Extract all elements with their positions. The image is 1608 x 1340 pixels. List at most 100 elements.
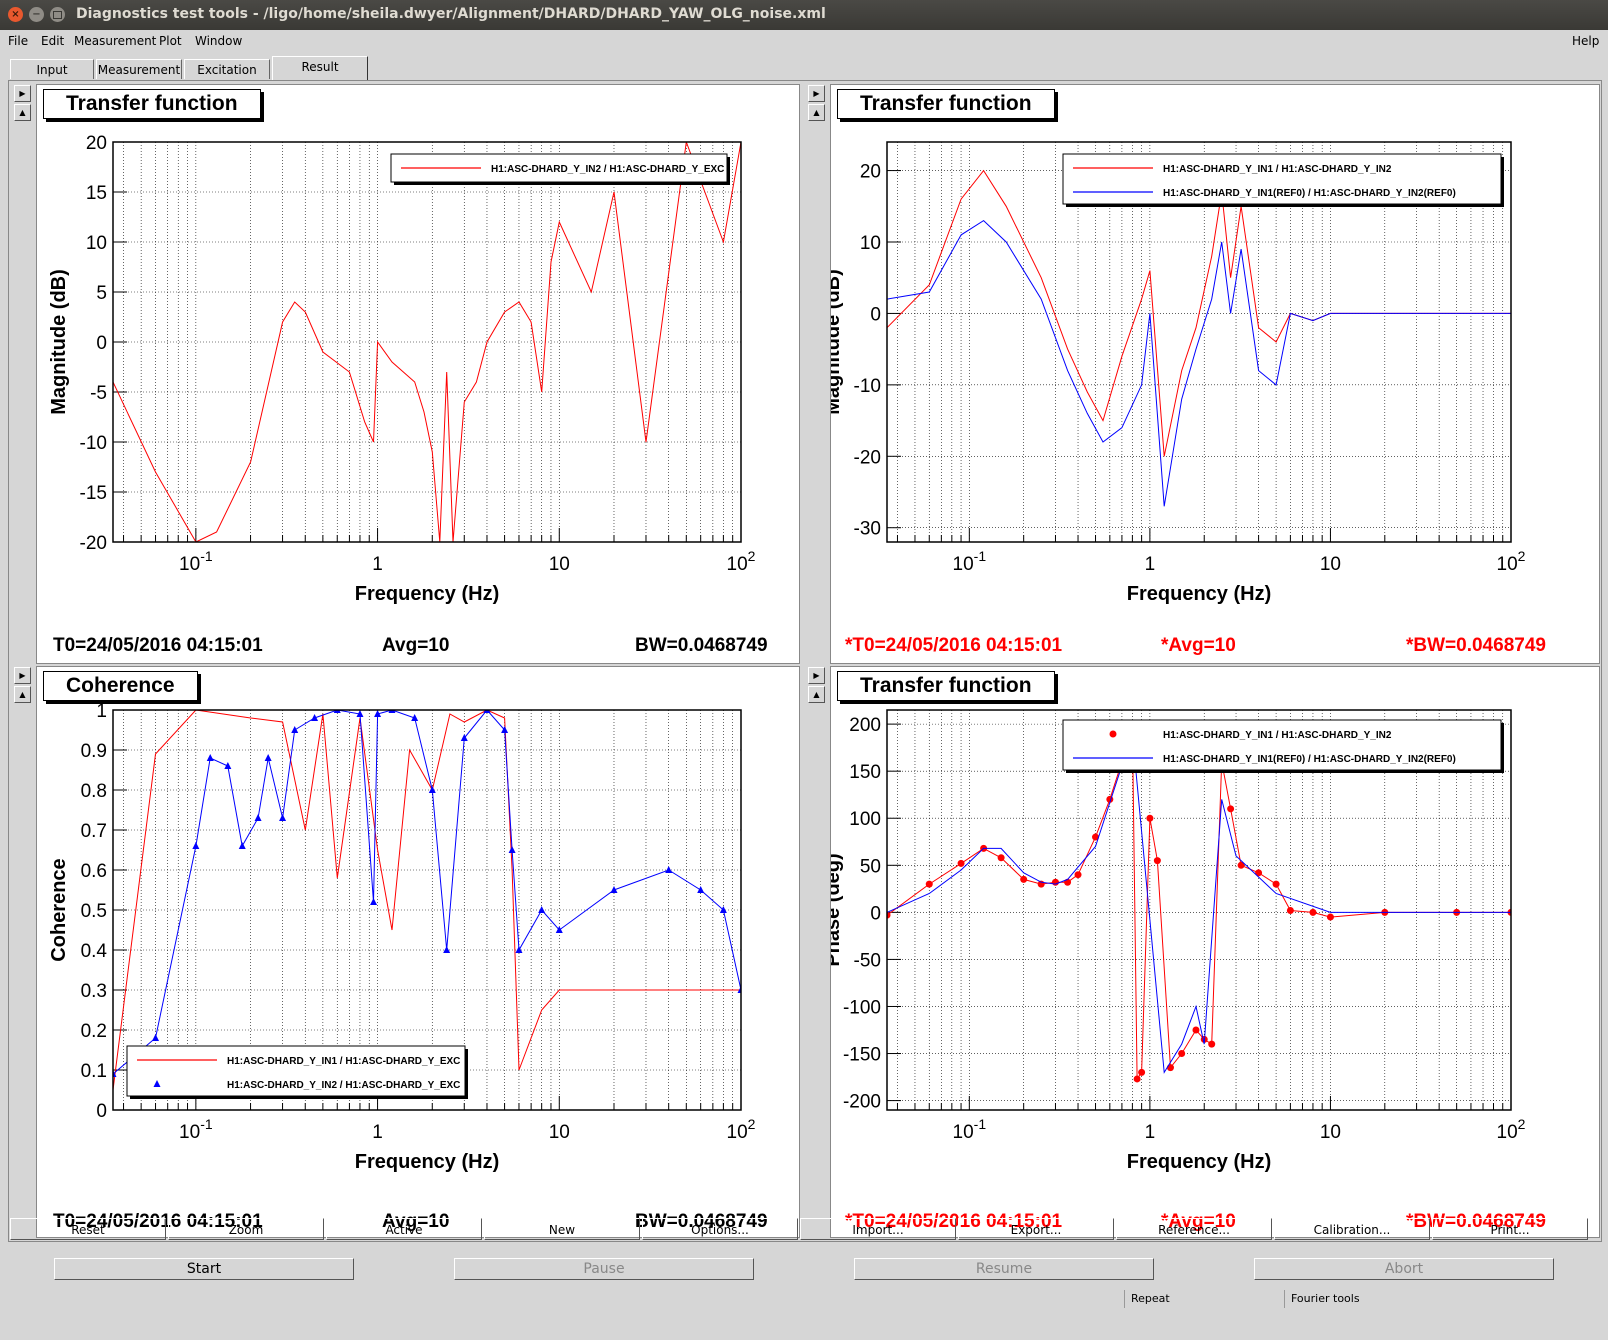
reference-button[interactable]: Reference... xyxy=(1116,1218,1272,1240)
window-titlebar: × − Diagnostics test tools - /ligo/home/… xyxy=(0,0,1608,30)
coherence-chart: 0 0.1 0.2 0.3 0.4 0.5 0.6 0.7 0.8 0.9 1 10-1 1 10 102 F… xyxy=(48,701,756,1173)
y-tick-label: 0.6 xyxy=(81,861,107,882)
data-point xyxy=(264,754,272,761)
y-tick-label: -10 xyxy=(854,376,881,397)
data-point xyxy=(957,859,965,867)
data-point xyxy=(311,714,319,721)
data-point xyxy=(1237,861,1245,869)
minimize-window-button[interactable]: − xyxy=(29,7,44,22)
panel-1-collapse-button[interactable]: ▲ xyxy=(14,104,31,121)
menu-help[interactable]: Help xyxy=(1572,34,1600,48)
data-point xyxy=(1092,833,1100,841)
x-tick-label: 10-1 xyxy=(953,548,987,575)
plot-panel-top-right[interactable]: -30 -20 -10 0 10 20 10-1 1 10 102 Frequency (Hz) Ma… xyxy=(830,84,1600,664)
data-point xyxy=(501,726,509,733)
legend-entry: H1:ASC-DHARD_Y_IN1(REF0) / H1:ASC-DHARD_… xyxy=(1163,188,1456,199)
right-arrow-icon: ▶ xyxy=(19,671,26,680)
data-point xyxy=(887,911,891,919)
panel-2-expand-button[interactable]: ▶ xyxy=(808,85,825,102)
data-point xyxy=(411,714,419,721)
t0-label: *T0=24/05/2016 04:15:01 xyxy=(845,1211,1063,1232)
data-point xyxy=(665,866,673,873)
menu-plot[interactable]: Plot xyxy=(159,34,182,48)
data-point xyxy=(737,986,741,993)
import-button[interactable]: Import... xyxy=(800,1218,956,1240)
menu-file[interactable]: File xyxy=(8,34,29,48)
export-button[interactable]: Export... xyxy=(958,1218,1114,1240)
tab-input[interactable]: Input xyxy=(10,59,94,79)
panel-1-expand-button[interactable]: ▶ xyxy=(14,85,31,102)
x-tick-label: 10 xyxy=(549,554,570,575)
avg-label: *Avg=10 xyxy=(1161,1211,1236,1232)
x-tick-label: 1 xyxy=(372,554,383,575)
data-point xyxy=(538,906,546,913)
x-tick-label: 10-1 xyxy=(953,1116,987,1143)
x-tick-label: 102 xyxy=(1497,548,1526,575)
y-tick-label: 0.2 xyxy=(81,1021,107,1042)
series-line-2 xyxy=(113,710,741,1075)
legend-entry: H1:ASC-DHARD_Y_IN1 / H1:ASC-DHARD_Y_IN2 xyxy=(1163,164,1392,175)
y-tick-label: -100 xyxy=(843,997,881,1018)
panel-3-expand-button[interactable]: ▶ xyxy=(14,667,31,684)
x-axis-label: Frequency (Hz) xyxy=(355,1151,499,1173)
print-button[interactable]: Print... xyxy=(1432,1218,1588,1240)
y-tick-label: -20 xyxy=(80,533,107,554)
panel-4-expand-button[interactable]: ▶ xyxy=(808,667,825,684)
start-button[interactable]: Start xyxy=(54,1258,354,1280)
zoom-button[interactable]: Zoom xyxy=(168,1218,324,1240)
data-point xyxy=(1020,875,1028,883)
y-tick-label: 1 xyxy=(96,701,107,722)
legend-box xyxy=(1062,153,1502,205)
avg-label: *Avg=10 xyxy=(1161,635,1236,656)
panel-2-collapse-button[interactable]: ▲ xyxy=(808,104,825,121)
data-point xyxy=(1146,814,1154,822)
y-tick-label: 0 xyxy=(96,333,107,354)
plot-panel-bottom-right[interactable]: -200 -150 -100 -50 0 50 100 150 200 10-1 1 10 102 Fre… xyxy=(830,666,1600,1238)
tab-result[interactable]: Result xyxy=(272,56,368,80)
transfer-function-phase-chart: -200 -150 -100 -50 0 50 100 150 200 10-1 1 10 102 Fre… xyxy=(831,709,1526,1173)
x-tick-label: 10 xyxy=(1320,554,1341,575)
menu-measurement[interactable]: Measurement xyxy=(74,34,157,48)
plot-frame xyxy=(112,709,742,1111)
tab-measurement[interactable]: Measurement xyxy=(96,59,182,79)
data-point xyxy=(1138,1068,1146,1076)
legend-box xyxy=(1062,719,1502,771)
panel-4-collapse-button[interactable]: ▲ xyxy=(808,686,825,703)
plot-frame xyxy=(886,141,1512,543)
data-point xyxy=(374,710,382,717)
abort-button[interactable]: Abort xyxy=(1254,1258,1554,1280)
plot-panel-top-left[interactable]: -20 -15 -10 -5 0 5 10 15 20 10-1 1 10 102 Frequency (… xyxy=(36,84,800,664)
plot-frame xyxy=(886,709,1512,1111)
y-tick-label: 0.8 xyxy=(81,781,107,802)
close-window-button[interactable]: × xyxy=(8,7,23,22)
bw-label: *BW=0.0468749 xyxy=(1406,1211,1546,1232)
t0-label: T0=24/05/2016 04:15:01 xyxy=(53,1211,263,1232)
data-point xyxy=(254,814,262,821)
x-tick-label: 10-1 xyxy=(179,548,213,575)
up-arrow-icon: ▲ xyxy=(19,690,26,699)
x-tick-label: 1 xyxy=(1145,554,1156,575)
y-tick-label: -200 xyxy=(843,1092,881,1113)
data-point xyxy=(555,926,563,933)
data-point xyxy=(1227,805,1235,813)
active-button[interactable]: Active xyxy=(326,1218,482,1240)
data-point xyxy=(1074,871,1082,879)
plot-panel-bottom-left[interactable]: 0 0.1 0.2 0.3 0.4 0.5 0.6 0.7 0.8 0.9 1 10-1 1 10 102 F… xyxy=(36,666,800,1238)
maximize-window-button[interactable] xyxy=(50,7,65,22)
calibration-button[interactable]: Calibration... xyxy=(1274,1218,1430,1240)
reset-button[interactable]: Reset xyxy=(10,1218,166,1240)
menu-edit[interactable]: Edit xyxy=(41,34,65,48)
options-button[interactable]: Options... xyxy=(642,1218,798,1240)
data-point xyxy=(152,1034,160,1041)
panel-3-collapse-button[interactable]: ▲ xyxy=(14,686,31,703)
x-tick-label: 1 xyxy=(372,1122,383,1143)
bw-label: BW=0.0468749 xyxy=(635,635,768,656)
tab-excitation[interactable]: Excitation xyxy=(184,59,270,79)
y-tick-label: 15 xyxy=(86,183,107,204)
series-line-1 xyxy=(887,728,1511,1081)
new-button[interactable]: New xyxy=(484,1218,640,1240)
resume-button[interactable]: Resume xyxy=(854,1258,1154,1280)
pause-button[interactable]: Pause xyxy=(454,1258,754,1280)
menu-window[interactable]: Window xyxy=(195,34,243,48)
series-line-1 xyxy=(113,710,741,1091)
